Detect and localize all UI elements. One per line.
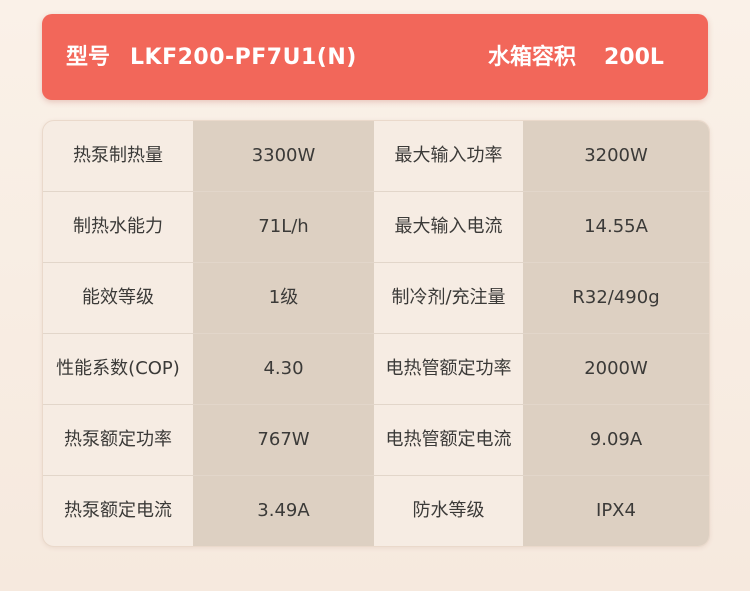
spec-label: 性能系数(COP) — [56, 358, 180, 379]
spec-label: 热泵制热量 — [73, 145, 163, 166]
table-row: 性能系数(COP) 4.30 电热管额定功率 2000W — [43, 334, 709, 405]
spec-value: 3200W — [584, 145, 648, 166]
spec-value: 3.49A — [257, 500, 310, 521]
table-row: 热泵额定功率 767W 电热管额定电流 9.09A — [43, 405, 709, 476]
spec-label: 电热管额定电流 — [385, 429, 512, 450]
spec-value: 9.09A — [589, 429, 643, 450]
spec-value: IPX4 — [596, 500, 636, 521]
spec-label: 电热管额定功率 — [385, 358, 512, 379]
spec-value: 4.30 — [263, 358, 304, 379]
spec-value: 2000W — [584, 358, 648, 379]
table-row: 能效等级 1级 制冷剂/充注量 R32/490g — [43, 263, 709, 334]
model-banner: 型号 LKF200-PF7U1(N) 水箱容积 200L — [42, 14, 708, 100]
spec-label: 热泵额定功率 — [64, 429, 172, 450]
table-row: 制热水能力 71L/h 最大输入电流 14.55A — [43, 192, 709, 263]
table-row: 热泵制热量 3300W 最大输入功率 3200W — [43, 121, 709, 192]
model-label: 型号 — [66, 45, 111, 70]
spec-value: 3300W — [251, 145, 316, 166]
spec-label: 热泵额定电流 — [64, 500, 172, 521]
spec-value: 71L/h — [258, 216, 309, 237]
spec-label: 制冷剂/充注量 — [391, 287, 506, 308]
spec-label: 最大输入电流 — [394, 216, 503, 237]
model-number: LKF200-PF7U1(N) — [130, 45, 357, 70]
spec-value: 767W — [257, 429, 310, 450]
spec-table: 热泵制热量 3300W 最大输入功率 3200W 制热水能力 71L/h 最大输… — [42, 120, 710, 547]
spec-label: 制热水能力 — [73, 216, 163, 237]
spec-label: 能效等级 — [82, 287, 154, 308]
spec-value: 14.55A — [584, 216, 648, 237]
tank-capacity-value: 200L — [604, 45, 664, 70]
spec-value: 1级 — [268, 287, 299, 308]
spec-label: 最大输入功率 — [394, 145, 503, 166]
tank-capacity-label: 水箱容积 — [488, 45, 577, 70]
spec-value: R32/490g — [572, 287, 660, 308]
spec-label: 防水等级 — [412, 500, 485, 521]
spec-rows: 热泵制热量 3300W 最大输入功率 3200W 制热水能力 71L/h 最大输… — [43, 121, 709, 546]
table-row: 热泵额定电流 3.49A 防水等级 IPX4 — [43, 476, 709, 546]
